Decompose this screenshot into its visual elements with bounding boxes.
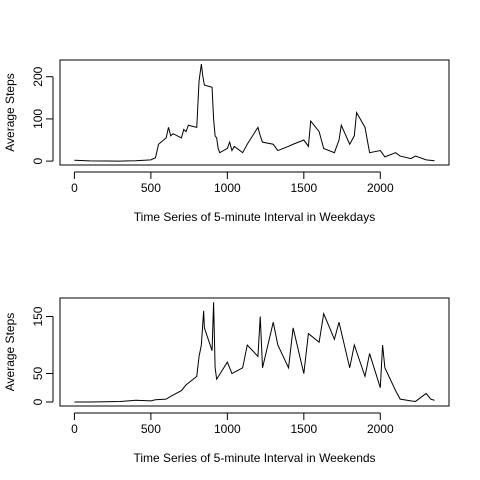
x-axis-label: Time Series of 5-minute Interval in Week… (133, 451, 375, 465)
y-tick-label: 0 (31, 157, 45, 164)
x-tick-label: 500 (141, 422, 161, 436)
y-tick-label: 50 (31, 367, 45, 381)
y-tick-label: 200 (31, 66, 45, 86)
x-tick-label: 0 (71, 422, 78, 436)
y-tick-label: 100 (31, 109, 45, 129)
x-tick-label: 2000 (367, 181, 394, 195)
y-axis-label: Average Steps (3, 73, 17, 152)
x-tick-label: 0 (71, 181, 78, 195)
y-axis-label: Average Steps (3, 313, 17, 392)
plot-box (59, 297, 450, 407)
data-line (74, 302, 435, 403)
y-tick-label: 0 (31, 398, 45, 405)
x-tick-label: 1500 (290, 181, 317, 195)
x-tick-label: 500 (141, 181, 161, 195)
data-line (74, 63, 435, 162)
x-tick-label: 1500 (290, 422, 317, 436)
x-tick-label: 2000 (367, 422, 394, 436)
x-tick-label: 1000 (214, 181, 241, 195)
y-tick-label: 150 (31, 306, 45, 326)
x-axis-label: Time Series of 5-minute Interval in Week… (134, 210, 375, 224)
plot-box (59, 59, 450, 166)
x-tick-label: 1000 (214, 422, 241, 436)
